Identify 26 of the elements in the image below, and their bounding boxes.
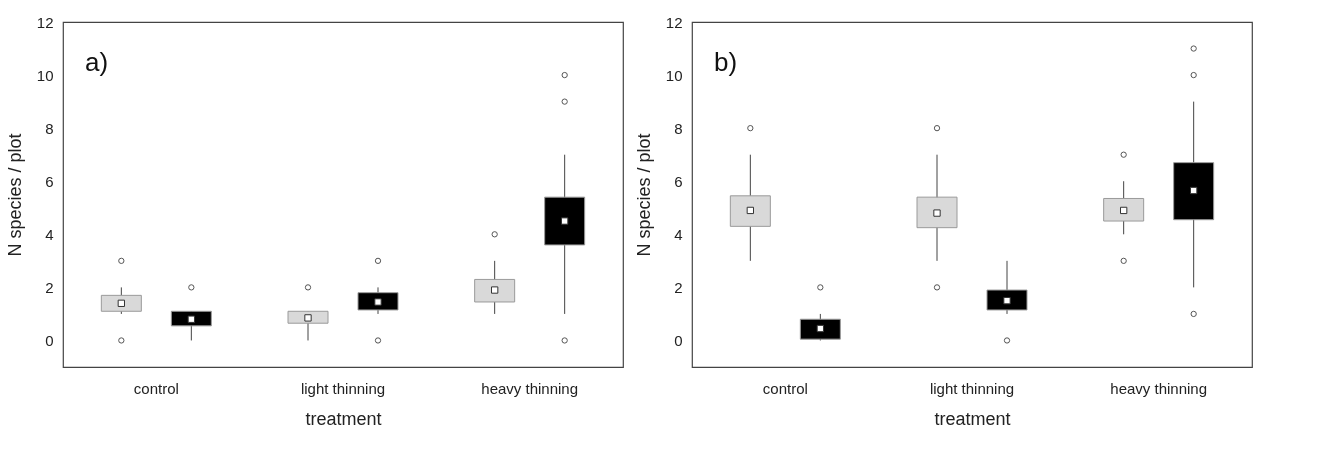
y-tick-label: 2 bbox=[45, 278, 54, 296]
x-tick-label: control bbox=[762, 379, 808, 397]
x-tick-label: heavy thinning bbox=[1110, 379, 1208, 397]
x-tick-label: control bbox=[133, 379, 179, 397]
y-tick-label: 0 bbox=[45, 331, 54, 349]
y-tick-label: 10 bbox=[36, 66, 54, 84]
y-axis-title: N species / plot bbox=[633, 133, 654, 257]
x-axis-title: treatment bbox=[305, 408, 382, 429]
x-tick-label: heavy thinning bbox=[481, 379, 579, 397]
annotation: b) bbox=[714, 47, 738, 77]
y-tick-label: 6 bbox=[674, 172, 683, 190]
x-tick-label: light thinning bbox=[929, 379, 1015, 397]
y-tick-label: 0 bbox=[674, 331, 683, 349]
y-tick-label: 6 bbox=[45, 172, 54, 190]
annotation: a) bbox=[85, 47, 109, 77]
x-tick-label: light thinning bbox=[300, 379, 386, 397]
y-tick-label: 2 bbox=[674, 278, 683, 296]
y-tick-label: 12 bbox=[665, 13, 683, 31]
y-tick-label: 4 bbox=[45, 225, 54, 243]
y-tick-label: 10 bbox=[665, 66, 683, 84]
x-axis-title: treatment bbox=[934, 408, 1011, 429]
y-tick-label: 8 bbox=[45, 119, 54, 137]
y-tick-label: 4 bbox=[674, 225, 683, 243]
y-axis-title: N species / plot bbox=[4, 133, 25, 257]
y-tick-label: 12 bbox=[36, 13, 54, 31]
y-tick-label: 8 bbox=[674, 119, 683, 137]
